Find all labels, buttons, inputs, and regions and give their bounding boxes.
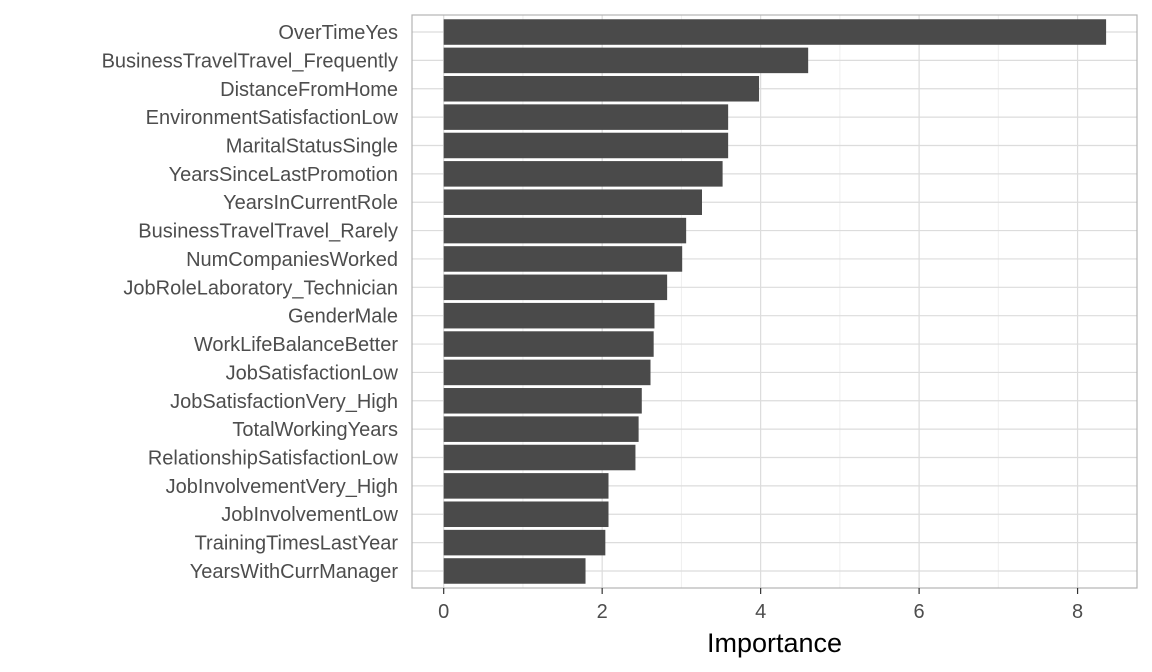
bar [443,388,642,414]
x-axis-ticks: 0 2 4 6 8 [438,588,1083,623]
bar [443,47,809,74]
bar [443,246,683,272]
category-label: JobSatisfactionVery_High [170,391,398,413]
category-label: DistanceFromHome [220,79,398,101]
category-label: NumCompaniesWorked [186,249,398,271]
x-tick-label: 4 [755,601,766,623]
bar [443,529,606,556]
bar [443,161,723,187]
bar [443,217,687,244]
category-label: EnvironmentSatisfactionLow [146,107,399,129]
category-label: JobRoleLaboratory_Technician [123,277,398,299]
bar [443,444,636,471]
category-label: TotalWorkingYears [232,419,398,441]
category-label: YearsSinceLastPromotion [169,164,398,186]
category-label: RelationshipSatisfactionLow [148,448,399,470]
bar [443,189,702,215]
category-label: YearsWithCurrManager [190,561,399,583]
bar [443,104,729,130]
bar [443,19,1107,45]
category-label: OverTimeYes [278,22,398,44]
x-tick-label: 6 [914,601,925,623]
category-label: YearsInCurrentRole [223,192,398,214]
bar [443,558,586,584]
category-label: BusinessTravelTravel_Rarely [138,221,398,243]
bar [443,274,668,301]
category-label: GenderMale [288,306,398,328]
x-axis-title: Importance [707,628,842,658]
category-label: MaritalStatusSingle [226,135,398,157]
bar [443,501,609,528]
bar [443,132,729,159]
category-label: JobInvolvementLow [221,504,398,526]
category-label: JobSatisfactionLow [226,362,399,384]
bar [443,331,654,357]
category-label: JobInvolvementVery_High [166,476,398,498]
bar [443,302,655,329]
category-label: WorkLifeBalanceBetter [194,334,399,356]
category-label: BusinessTravelTravel_Frequently [102,50,398,72]
bar [443,359,651,386]
category-label: TrainingTimesLastYear [195,533,399,555]
x-tick-label: 0 [438,601,449,623]
x-tick-label: 8 [1072,601,1083,623]
panel-border [411,14,1138,589]
bars [443,19,1107,584]
bar [443,75,760,102]
bar [443,416,639,442]
bar [443,473,609,499]
category-labels: OverTimeYes BusinessTravelTravel_Frequent… [102,22,399,583]
x-tick-label: 2 [597,601,608,623]
